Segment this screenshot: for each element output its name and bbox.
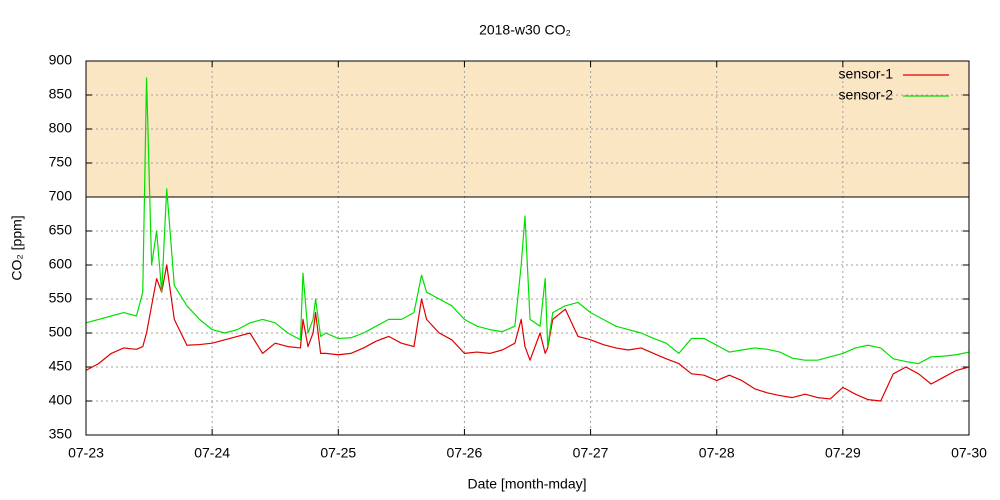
- series-line: [85, 264, 970, 402]
- y-tick-label: 850: [49, 86, 73, 102]
- x-tick-label: 07-25: [320, 445, 356, 461]
- chart-title: 2018-w30 CO₂: [479, 22, 571, 38]
- y-axis-label: CO₂ [ppm]: [9, 215, 25, 280]
- x-tick-label: 07-26: [447, 445, 483, 461]
- legend-label: sensor-2: [839, 87, 894, 103]
- x-tick-label: 07-27: [573, 445, 609, 461]
- y-tick-label: 550: [49, 290, 73, 306]
- x-tick-label: 07-23: [68, 445, 104, 461]
- y-tick-label: 750: [49, 154, 73, 170]
- series-line: [85, 77, 970, 365]
- y-tick-label: 700: [49, 188, 73, 204]
- y-tick-label: 650: [49, 222, 73, 238]
- x-tick-label: 07-30: [951, 445, 987, 461]
- y-tick-label: 500: [49, 324, 73, 340]
- y-tick-label: 350: [49, 426, 73, 442]
- x-axis-label: Date [month-mday]: [467, 476, 586, 492]
- x-tick-label: 07-24: [194, 445, 230, 461]
- y-tick-label: 900: [49, 52, 73, 68]
- x-tick-label: 07-29: [825, 445, 861, 461]
- plot-frame: [85, 60, 970, 436]
- y-tick-label: 600: [49, 256, 73, 272]
- y-tick-label: 450: [49, 358, 73, 374]
- legend-label: sensor-1: [839, 66, 894, 82]
- y-tick-label: 800: [49, 120, 73, 136]
- y-tick-label: 400: [49, 392, 73, 408]
- x-tick-label: 07-28: [699, 445, 735, 461]
